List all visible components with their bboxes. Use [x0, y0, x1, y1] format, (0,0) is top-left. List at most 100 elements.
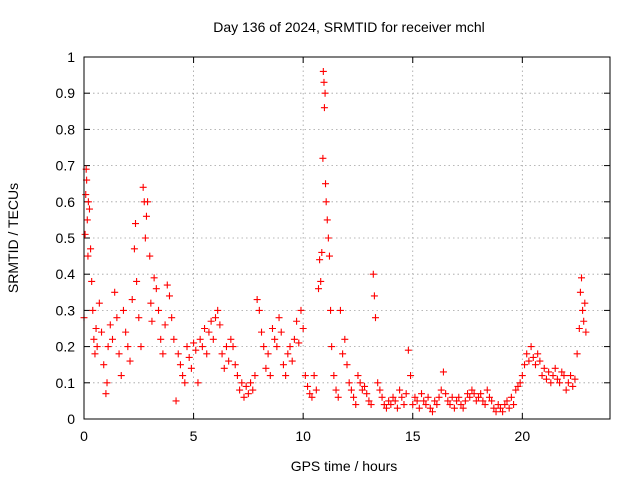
data-point: [170, 335, 178, 343]
data-point: [115, 350, 123, 358]
y-tick-label: 0.2: [56, 339, 76, 355]
data-point: [104, 343, 112, 351]
data-point: [132, 220, 140, 228]
data-point: [367, 401, 375, 409]
data-point: [231, 361, 239, 369]
y-tick-label: 0.3: [56, 302, 76, 318]
data-point: [100, 361, 108, 369]
data-point: [124, 343, 132, 351]
data-point: [433, 401, 441, 409]
data-point: [567, 372, 575, 380]
data-point: [334, 393, 342, 401]
data-point: [428, 408, 436, 416]
data-point: [564, 379, 572, 387]
data-point: [411, 393, 419, 401]
data-point: [514, 382, 522, 390]
data-point: [322, 180, 330, 188]
data-point: [157, 335, 165, 343]
data-point: [475, 393, 482, 401]
data-point: [212, 314, 219, 322]
data-point: [347, 386, 355, 394]
data-point: [398, 393, 406, 401]
data-point: [560, 372, 568, 380]
data-point: [299, 325, 307, 332]
data-point: [549, 372, 557, 380]
data-point: [185, 353, 193, 361]
data-point: [582, 328, 590, 336]
y-tick-label: 0: [67, 411, 75, 427]
data-point: [450, 404, 458, 412]
data-point: [190, 339, 198, 347]
data-point: [271, 335, 279, 343]
data-point: [492, 408, 500, 416]
data-point: [358, 386, 366, 394]
data-point: [255, 306, 263, 314]
data-point: [426, 404, 434, 412]
data-point: [418, 390, 426, 398]
data-point: [277, 328, 285, 336]
data-point: [503, 397, 511, 405]
data-point: [216, 321, 224, 329]
data-point: [89, 306, 97, 314]
data-point: [83, 216, 91, 224]
data-point: [119, 306, 127, 314]
data-point: [304, 382, 312, 390]
data-point: [378, 393, 386, 401]
data-point: [222, 343, 230, 351]
data-point: [227, 335, 235, 343]
data-point: [391, 397, 399, 405]
data-point: [98, 328, 106, 336]
data-point: [286, 343, 294, 351]
data-point: [117, 372, 125, 380]
data-point: [229, 343, 237, 351]
data-point: [308, 393, 316, 401]
data-point: [275, 314, 283, 322]
data-point: [159, 350, 167, 358]
data-point: [444, 397, 452, 405]
data-point: [126, 357, 134, 365]
data-point: [113, 314, 121, 322]
data-point: [448, 393, 456, 401]
data-point: [253, 296, 261, 304]
data-point: [553, 375, 561, 383]
grid-layer: [84, 57, 610, 419]
data-point: [141, 234, 149, 242]
data-point: [540, 364, 548, 372]
data-point: [468, 386, 476, 394]
x-tick-label: 0: [80, 428, 88, 444]
data-point: [301, 372, 309, 380]
data-point: [332, 386, 340, 394]
data-point: [542, 375, 550, 383]
y-tick-label: 1: [67, 49, 75, 65]
data-point: [187, 364, 195, 372]
data-point: [146, 252, 154, 260]
data-point: [163, 281, 171, 289]
data-point: [183, 343, 191, 351]
x-tick-label: 10: [295, 428, 311, 444]
data-point: [361, 382, 369, 390]
data-point: [569, 382, 577, 390]
data-point: [209, 335, 217, 343]
data-point: [262, 364, 270, 372]
data-point: [310, 372, 318, 380]
data-point: [268, 325, 276, 332]
data-point: [135, 314, 143, 322]
data-point: [220, 364, 228, 372]
data-point: [172, 397, 180, 405]
data-point: [488, 397, 496, 405]
data-point: [133, 277, 141, 285]
data-layer: [80, 67, 590, 416]
data-point: [571, 375, 579, 383]
data-point: [192, 346, 200, 354]
data-point: [424, 393, 432, 401]
data-point: [501, 401, 509, 409]
data-point: [128, 296, 136, 304]
data-point: [527, 343, 535, 351]
data-point: [297, 306, 305, 314]
data-point: [512, 386, 520, 394]
data-point: [242, 382, 250, 390]
data-point: [320, 78, 328, 86]
data-point: [288, 357, 296, 365]
data-point: [472, 397, 480, 405]
data-point: [284, 350, 292, 358]
